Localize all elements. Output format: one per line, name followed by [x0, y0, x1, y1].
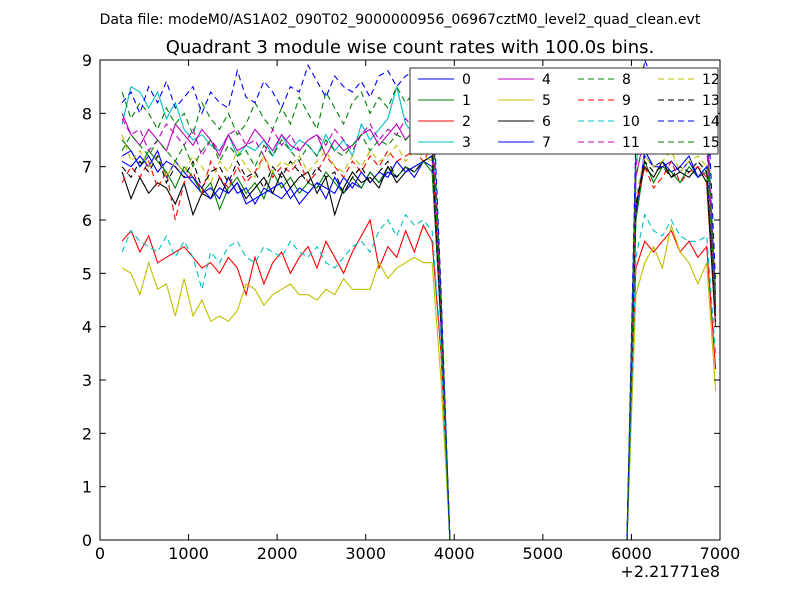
series-line-9 [121, 143, 717, 540]
series-line-4 [121, 113, 717, 540]
series-line-13 [121, 154, 717, 540]
legend-label-9: 9 [622, 93, 631, 109]
legend-label-13: 13 [702, 93, 720, 109]
x-tick-label: 6000 [611, 544, 652, 563]
legend-label-1: 1 [462, 93, 471, 109]
legend-label-8: 8 [622, 72, 631, 88]
x-tick-label: 3000 [345, 544, 386, 563]
legend-label-7: 7 [542, 135, 551, 151]
legend-label-2: 2 [462, 114, 471, 130]
y-tick-label: 6 [82, 211, 92, 230]
series-line-2 [121, 218, 717, 540]
plot-frame [99, 59, 721, 541]
x-tick-label: 1000 [168, 544, 209, 563]
x-tick-label: 2000 [257, 544, 298, 563]
legend-label-3: 3 [462, 135, 471, 151]
legend-label-5: 5 [542, 93, 551, 109]
legend-label-6: 6 [542, 114, 551, 130]
legend-label-11: 11 [622, 135, 640, 151]
legend-label-15: 15 [702, 135, 720, 151]
y-tick-label: 3 [82, 371, 92, 390]
y-tick-label: 8 [82, 104, 92, 123]
x-tick-label: 4000 [434, 544, 475, 563]
series-line-7 [121, 149, 717, 540]
y-tick-label: 5 [82, 264, 92, 283]
y-tick-label: 0 [82, 531, 92, 550]
legend-label-0: 0 [462, 72, 471, 88]
legend-label-4: 4 [542, 72, 551, 88]
x-tick-label: 0 [95, 544, 105, 563]
series-line-8 [121, 80, 717, 540]
x-axis-offset-label: +2.21771e8 [620, 562, 720, 581]
legend-label-14: 14 [702, 114, 720, 130]
x-tick-label: 7000 [700, 544, 741, 563]
legend-label-12: 12 [702, 72, 720, 88]
series-line-6 [121, 155, 717, 540]
y-tick-label: 2 [82, 424, 92, 443]
legend-label-10: 10 [622, 114, 640, 130]
series-line-15 [121, 128, 717, 540]
legend-box [409, 67, 719, 155]
chart-supertitle: Data file: modeM0/AS1A02_090T02_90000009… [100, 12, 701, 28]
series-line-5 [121, 223, 717, 540]
series-line-1 [121, 139, 717, 540]
series-line-12 [121, 134, 717, 540]
y-tick-label: 1 [82, 478, 92, 497]
series-line-10 [121, 213, 717, 540]
y-tick-label: 9 [82, 51, 92, 70]
chart-title: Quadrant 3 module wise count rates with … [166, 37, 655, 58]
x-tick-label: 5000 [522, 544, 563, 563]
y-tick-label: 4 [82, 318, 92, 337]
series-line-0 [121, 148, 717, 540]
y-tick-label: 7 [82, 158, 92, 177]
series-line-3 [121, 85, 717, 540]
